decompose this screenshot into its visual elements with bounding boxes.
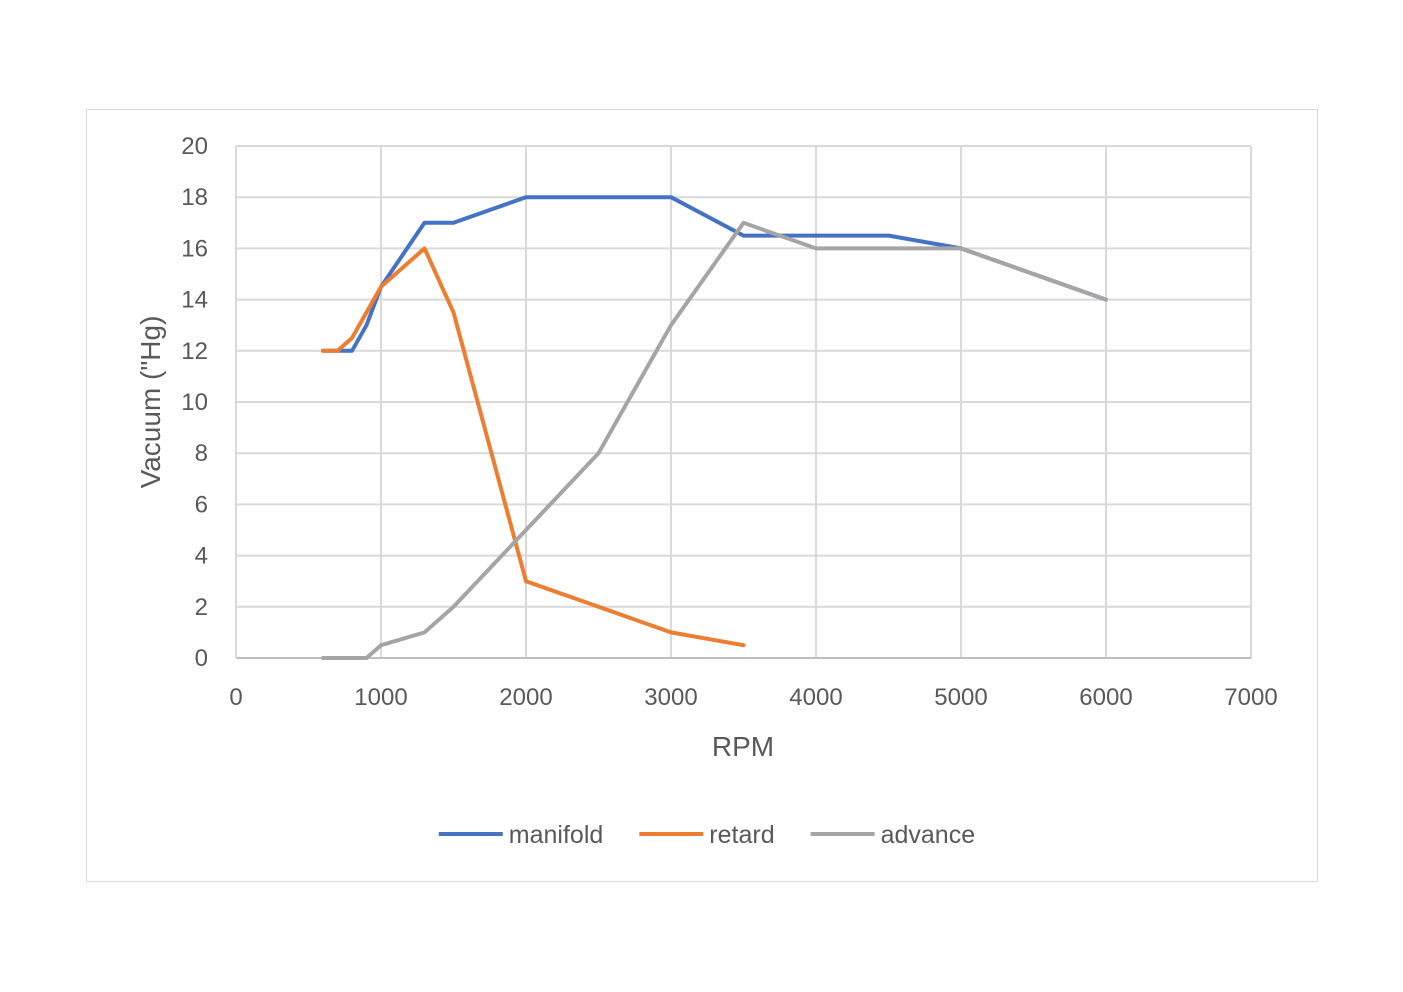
legend-label: advance	[881, 821, 976, 849]
series-line-manifold	[321, 195, 1108, 353]
y-tick-label: 14	[181, 287, 208, 314]
x-tick-label: 3000	[644, 684, 697, 711]
y-tick-label: 12	[181, 338, 208, 365]
axes	[235, 146, 1251, 659]
grid-lines	[236, 145, 1252, 658]
x-tick-label: 2000	[499, 684, 552, 711]
y-tick-labels: 0 2 4 6 8 10 12 14 16 18 20	[181, 133, 208, 672]
y-tick-label: 6	[195, 491, 208, 518]
y-tick-label: 2	[195, 594, 208, 621]
legend-item-advance: advance	[810, 821, 976, 849]
x-tick-label: 5000	[934, 684, 987, 711]
y-tick-label: 16	[181, 235, 208, 262]
y-tick-label: 4	[195, 543, 208, 570]
legend-item-retard: retard	[639, 821, 775, 849]
series-line-retard	[321, 246, 746, 648]
legend-label: retard	[709, 821, 774, 849]
series-lines	[321, 195, 1108, 660]
y-axis-title: Vacuum ("Hg)	[135, 316, 166, 489]
x-tick-label: 0	[229, 684, 242, 711]
chart-frame	[86, 109, 1318, 882]
x-tick-label: 7000	[1224, 684, 1277, 711]
y-tick-label: 0	[195, 645, 208, 672]
x-axis-title: RPM	[712, 731, 774, 762]
x-tick-labels: 0 1000 2000 3000 4000 5000 6000 7000	[229, 684, 1277, 711]
y-tick-label: 20	[181, 133, 208, 160]
x-tick-label: 1000	[354, 684, 407, 711]
series-line-advance	[321, 220, 1108, 660]
x-tick-label: 6000	[1079, 684, 1132, 711]
y-tick-label: 18	[181, 184, 208, 211]
legend-item-manifold: manifold	[438, 821, 604, 849]
legend: manifold retard advance	[438, 821, 976, 849]
y-tick-label: 10	[181, 389, 208, 416]
legend-label: manifold	[509, 821, 604, 849]
y-tick-label: 8	[195, 440, 208, 467]
x-tick-label: 4000	[789, 684, 842, 711]
